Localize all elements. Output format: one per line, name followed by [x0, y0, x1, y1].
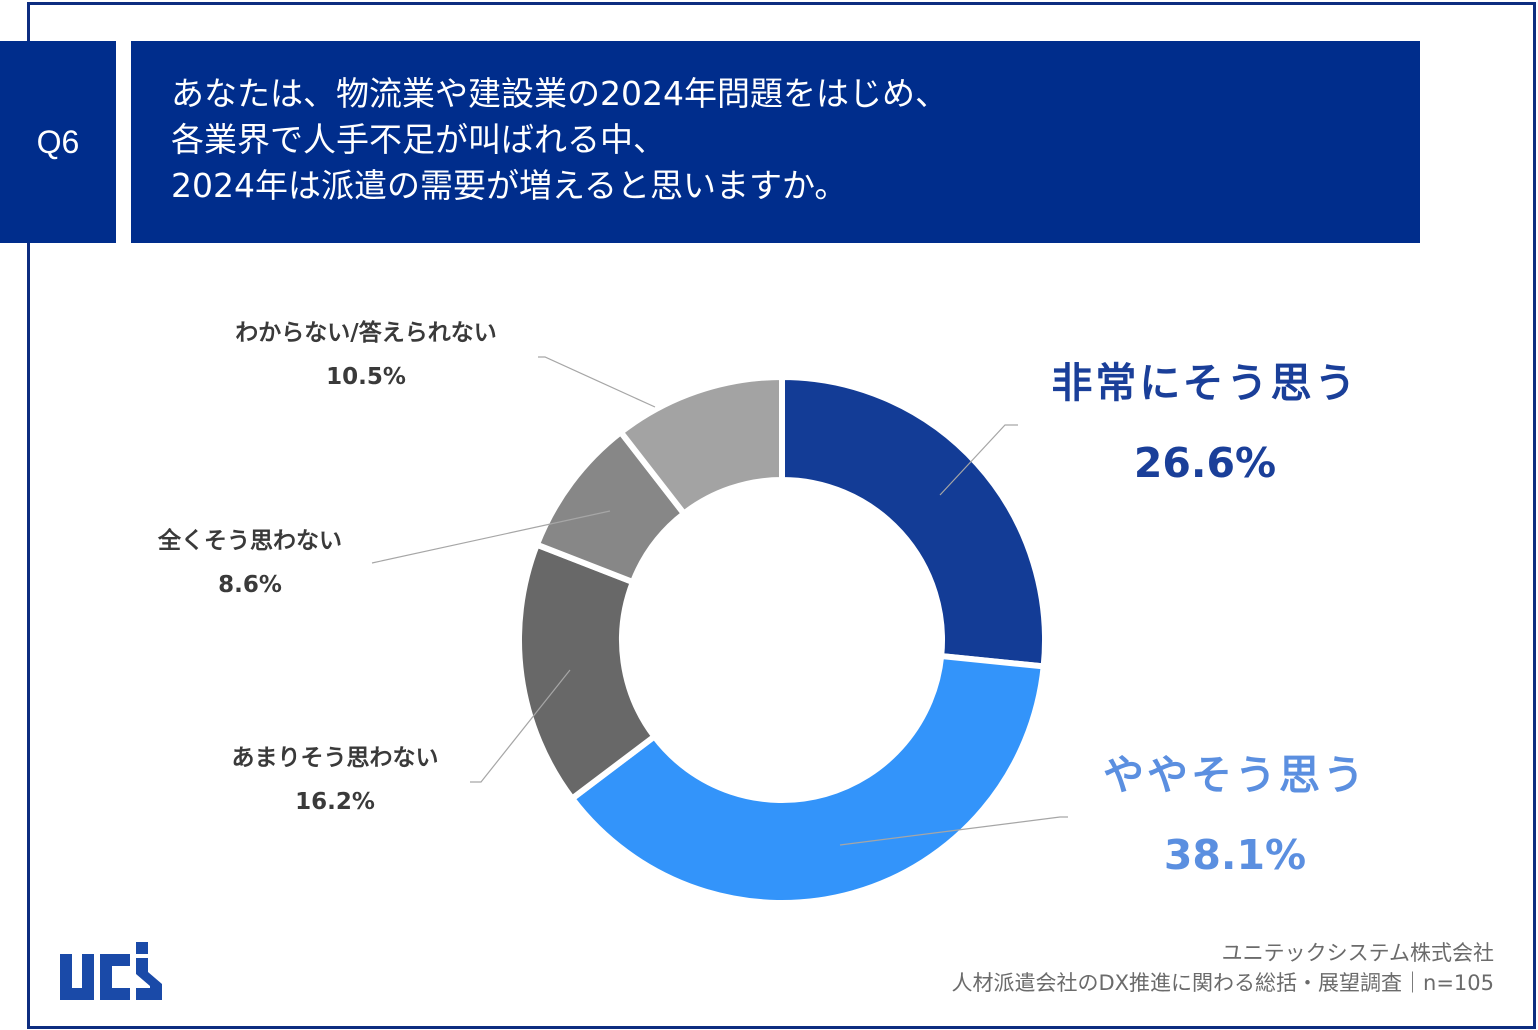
label-unknown-name: わからない/答えられない	[235, 320, 497, 346]
question-line-1: あなたは、物流業や建設業の2024年問題をはじめ、	[171, 74, 948, 113]
segment-somewhat	[567, 652, 1047, 906]
label-not-at-all: 全くそう思わない 8.6%	[130, 526, 370, 600]
segment-very-much	[779, 373, 1048, 670]
footer-company: ユニテックシステム株式会社	[1221, 941, 1494, 965]
chart-frame	[27, 2, 1536, 1029]
label-not-much: あまりそう思わない 16.2%	[200, 743, 470, 817]
donut-segments	[516, 373, 1048, 906]
question-line-2: 各業界で人手不足が叫ばれる中、	[171, 120, 666, 159]
leader-line-not-at-all	[371, 510, 611, 564]
question-number-badge: Q6	[0, 41, 116, 243]
footer-credits: ユニテックシステム株式会社 人材派遣会社のDX推進に関わる総括・展望調査｜n=1…	[951, 938, 1494, 998]
label-somewhat: ややそう思う 38.1%	[1070, 750, 1400, 880]
label-not-at-all-name: 全くそう思わない	[158, 528, 342, 554]
label-unknown: わからない/答えられない 10.5%	[196, 318, 536, 392]
leader-line-unknown	[538, 356, 656, 408]
segment-unknown	[616, 373, 785, 518]
ucs-logo	[60, 942, 162, 1000]
label-not-much-name: あまりそう思わない	[231, 745, 439, 771]
label-somewhat-name: ややそう思う	[1103, 751, 1367, 799]
question-line-3: 2024年は派遣の需要が増えると思いますか。	[171, 166, 848, 205]
label-not-much-pct: 16.2%	[295, 789, 375, 815]
label-very-much-name: 非常にそう思う	[1051, 359, 1359, 407]
label-very-much: 非常にそう思う 26.6%	[1020, 358, 1390, 488]
footer-survey: 人材派遣会社のDX推進に関わる総括・展望調査｜n=105	[951, 971, 1494, 995]
leader-line-not-much	[470, 669, 571, 783]
leader-line-somewhat	[839, 816, 1068, 846]
label-unknown-pct: 10.5%	[326, 364, 406, 390]
label-somewhat-pct: 38.1%	[1163, 831, 1307, 879]
leader-lines	[371, 356, 1068, 846]
label-not-at-all-pct: 8.6%	[218, 572, 282, 598]
label-very-much-pct: 26.6%	[1133, 439, 1277, 487]
question-title-box: あなたは、物流業や建設業の2024年問題をはじめ、 各業界で人手不足が叫ばれる中…	[131, 41, 1420, 243]
question-number: Q6	[36, 123, 80, 160]
leader-line-very-much	[939, 424, 1018, 496]
